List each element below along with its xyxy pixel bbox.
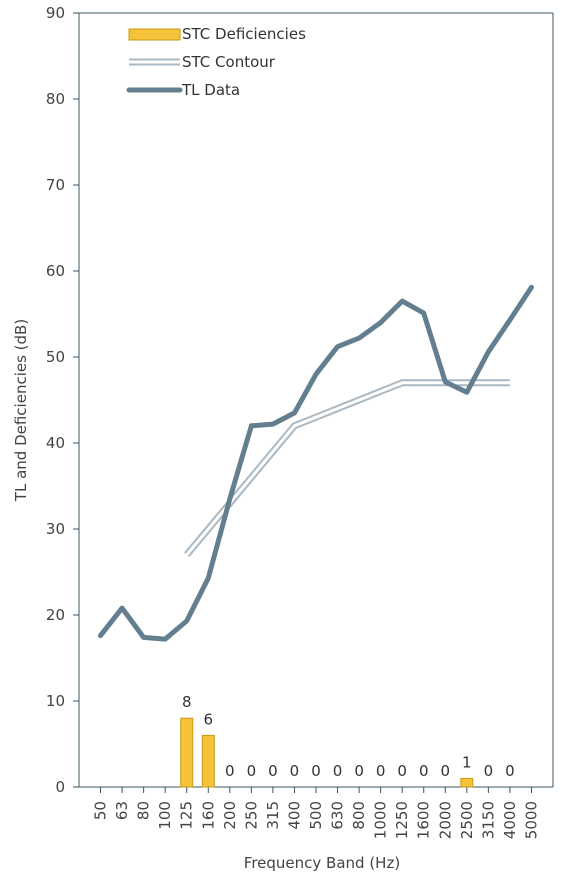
y-tick-label: 0	[55, 778, 65, 796]
x-tick-label: 1250	[393, 801, 411, 839]
stc-contour-line	[184, 379, 510, 558]
y-tick-label: 20	[46, 606, 65, 624]
x-tick-label: 1000	[372, 801, 390, 839]
legend: STC Deficiencies STC Contour TL Data	[100, 17, 358, 103]
y-tick-label: 90	[46, 4, 65, 22]
tl-data-line	[98, 284, 534, 642]
x-tick-label: 160	[199, 801, 217, 830]
x-axis: 50 63 80 100 125 160 200 250 315 400 500 630 800 1000…	[92, 787, 540, 839]
y-tick-label: 40	[46, 434, 65, 452]
deficiency-label: 0	[397, 762, 407, 780]
x-tick-label: 400	[285, 801, 303, 830]
x-tick-label: 3150	[479, 801, 497, 839]
y-axis: 0 10 20 30 40 50 60 70 80 90	[46, 4, 79, 796]
x-tick-label: 315	[264, 801, 282, 830]
y-tick-label: 70	[46, 176, 65, 194]
x-tick-label: 2500	[458, 801, 476, 839]
legend-swatch-bar	[128, 28, 181, 41]
x-tick-label: 500	[307, 801, 325, 830]
deficiency-label: 0	[333, 762, 343, 780]
deficiency-label: 8	[182, 693, 192, 711]
x-tick-label: 250	[242, 801, 260, 830]
deficiency-label: 0	[440, 762, 450, 780]
deficiency-label: 0	[290, 762, 300, 780]
y-tick-label: 80	[46, 90, 65, 108]
x-tick-label: 630	[329, 801, 347, 830]
deficiency-label: 0	[505, 762, 515, 780]
y-axis-title: TL and Deficiencies (dB)	[12, 319, 30, 502]
legend-label-contour: STC Contour	[182, 53, 276, 71]
deficiency-label: 0	[268, 762, 278, 780]
deficiency-bar	[201, 734, 215, 788]
legend-label-tl: TL Data	[181, 81, 240, 99]
x-tick-label: 2000	[436, 801, 454, 839]
plot-frame	[78, 12, 554, 788]
y-tick-label: 10	[46, 692, 65, 710]
deficiency-bar	[460, 777, 474, 788]
deficiency-label: 0	[419, 762, 429, 780]
x-tick-label: 5000	[522, 801, 540, 839]
y-tick-label: 50	[46, 348, 65, 366]
stc-contour-outer	[184, 379, 510, 558]
deficiency-label: 0	[247, 762, 257, 780]
x-axis-title: Frequency Band (Hz)	[244, 854, 400, 872]
deficiency-label: 1	[462, 753, 472, 771]
deficiency-bars	[180, 717, 474, 788]
y-tick-label: 30	[46, 520, 65, 538]
legend-label-deficiencies: STC Deficiencies	[182, 25, 306, 43]
deficiency-bar	[180, 717, 194, 788]
deficiency-label: 0	[354, 762, 364, 780]
stc-contour-inner	[185, 381, 510, 556]
x-tick-label: 100	[156, 801, 174, 830]
x-tick-label: 125	[178, 801, 196, 830]
deficiency-label: 0	[225, 762, 235, 780]
x-tick-label: 63	[113, 801, 131, 820]
x-tick-label: 50	[92, 801, 110, 820]
x-tick-label: 80	[135, 801, 153, 820]
tl-data-path	[98, 284, 534, 642]
y-tick-label: 60	[46, 262, 65, 280]
deficiency-label: 0	[311, 762, 321, 780]
deficiency-labels: 860 0 0 0 0 0 0 0 0 0 0 1 0 0	[182, 693, 515, 780]
deficiency-label: 0	[484, 762, 494, 780]
deficiency-label: 6	[203, 710, 213, 728]
deficiency-label: 0	[376, 762, 386, 780]
x-tick-label: 200	[221, 801, 239, 830]
x-tick-label: 4000	[501, 801, 519, 839]
x-tick-label: 800	[350, 801, 368, 830]
x-tick-label: 1600	[415, 801, 433, 839]
